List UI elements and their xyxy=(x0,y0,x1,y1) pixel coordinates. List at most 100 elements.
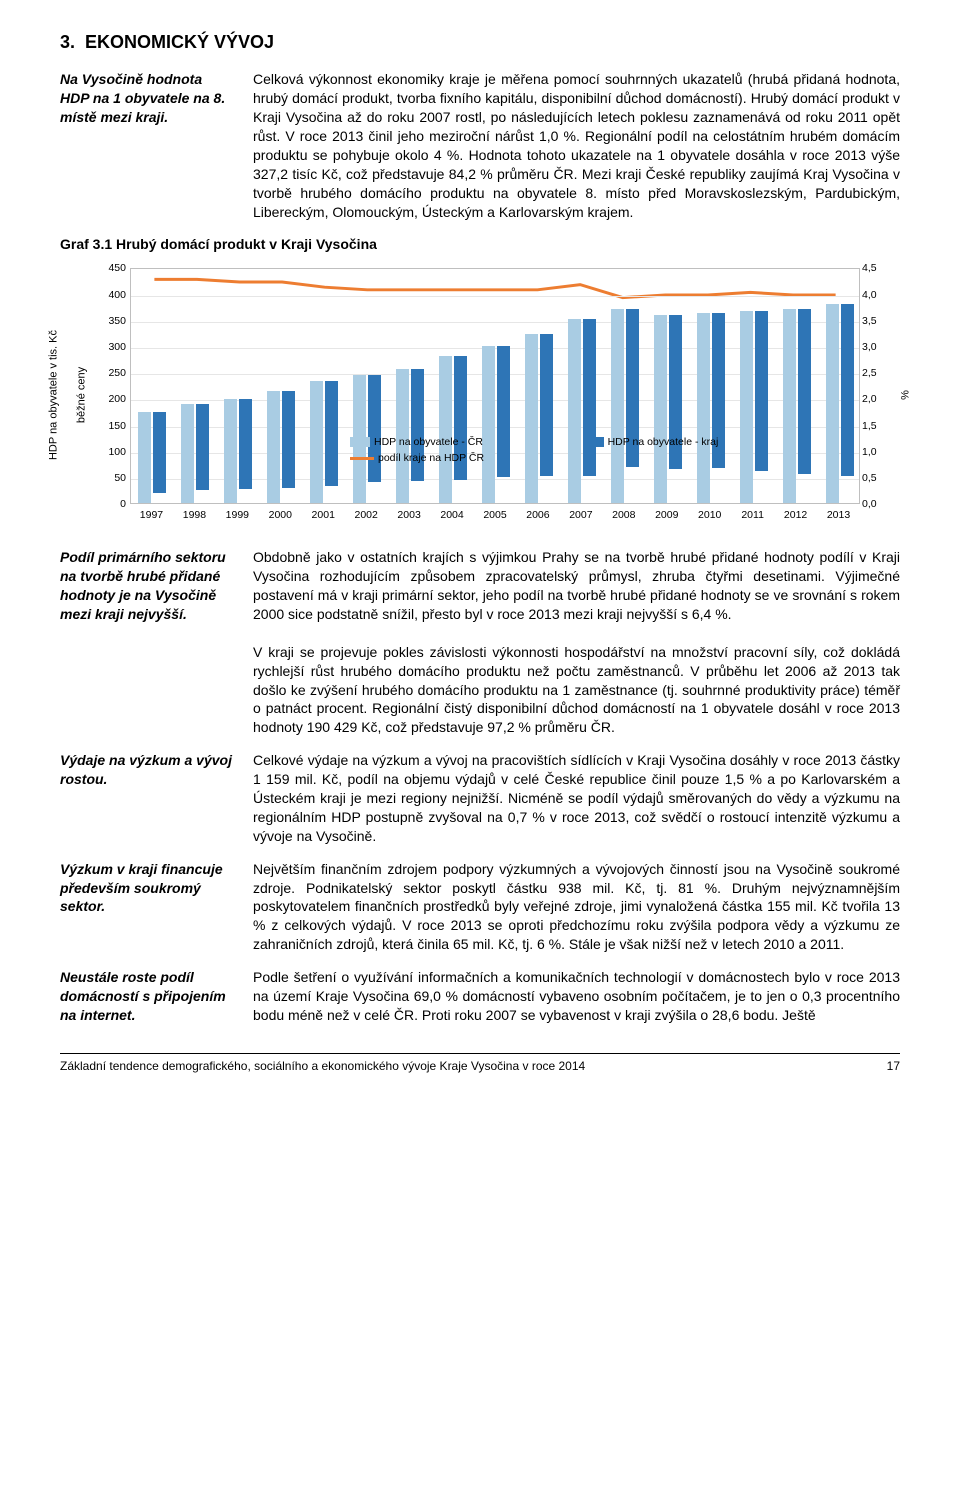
bar-group xyxy=(568,319,596,504)
y-tick-right: 1,5 xyxy=(862,419,886,433)
legend-swatch xyxy=(584,437,604,447)
footer-text: Základní tendence demografického, sociál… xyxy=(60,1058,585,1074)
y-tick-left: 300 xyxy=(100,340,126,354)
x-tick: 2005 xyxy=(483,508,506,522)
page-footer: Základní tendence demografického, sociál… xyxy=(60,1053,900,1074)
y-tick-right: 1,0 xyxy=(862,445,886,459)
y-tick-left: 450 xyxy=(100,261,126,275)
x-tick: 2000 xyxy=(269,508,292,522)
y-tick-left: 150 xyxy=(100,419,126,433)
y-axis-left-label-2: běžné ceny xyxy=(75,367,90,423)
bar-group xyxy=(783,309,811,503)
y-tick-left: 0 xyxy=(100,497,126,511)
bar xyxy=(740,311,753,503)
x-tick: 2001 xyxy=(312,508,335,522)
bar xyxy=(267,391,280,504)
page-number: 17 xyxy=(887,1058,900,1074)
bar xyxy=(525,334,538,503)
bar xyxy=(841,304,854,475)
x-tick: 2011 xyxy=(741,508,764,522)
bar-group xyxy=(224,399,252,503)
bar xyxy=(497,346,510,477)
y-tick-left: 100 xyxy=(100,445,126,459)
y-tick-left: 50 xyxy=(100,471,126,485)
y-tick-left: 250 xyxy=(100,366,126,380)
bar xyxy=(181,404,194,504)
bar xyxy=(583,319,596,476)
y-axis-left-label: HDP na obyvatele v tis. Kč xyxy=(47,330,62,460)
side-note-5: Neustále roste podíl domácností s připoj… xyxy=(60,968,235,1025)
bar xyxy=(138,412,151,504)
y-tick-left: 400 xyxy=(100,287,126,301)
side-note-2: Podíl primárního sektoru na tvorbě hrubé… xyxy=(60,548,235,737)
bar xyxy=(611,309,624,503)
block-5: Neustále roste podíl domácností s připoj… xyxy=(60,968,900,1025)
body-text-5: Podle šetření o využívání informačních a… xyxy=(253,968,900,1025)
x-tick: 2010 xyxy=(698,508,721,522)
bar xyxy=(798,309,811,474)
block-1: Na Vysočině hodnota HDP na 1 obyvatele n… xyxy=(60,70,900,221)
bar-group xyxy=(525,334,553,503)
x-tick: 1999 xyxy=(226,508,249,522)
bar-group xyxy=(826,304,854,503)
y-tick-right: 4,5 xyxy=(862,261,886,275)
bar-group xyxy=(482,346,510,503)
side-note-4: Výzkum v kraji financuje především soukr… xyxy=(60,860,235,954)
bar-group xyxy=(267,391,295,504)
side-note-1: Na Vysočině hodnota HDP na 1 obyvatele n… xyxy=(60,70,235,221)
y-tick-right: 3,0 xyxy=(862,340,886,354)
x-tick: 1998 xyxy=(183,508,206,522)
legend-label: podíl kraje na HDP ČR xyxy=(378,451,484,465)
body-text-1: Celková výkonnost ekonomiky kraje je měř… xyxy=(253,70,900,221)
y-tick-right: 2,5 xyxy=(862,366,886,380)
bar xyxy=(783,309,796,503)
body-text-4: Největším finančním zdrojem podpory výzk… xyxy=(253,860,900,954)
bar-group xyxy=(310,381,338,503)
bar-group xyxy=(138,412,166,504)
gdp-chart: HDP na obyvatele v tis. Kč běžné ceny % … xyxy=(60,260,900,530)
bar-group xyxy=(697,313,725,503)
body-text-2: Obdobně jako v ostatních krajích s výjim… xyxy=(253,548,900,737)
x-tick: 1997 xyxy=(140,508,163,522)
bar xyxy=(310,381,323,503)
chart-title: Graf 3.1 Hrubý domácí produkt v Kraji Vy… xyxy=(60,235,900,254)
y-tick-right: 3,5 xyxy=(862,314,886,328)
y-tick-left: 200 xyxy=(100,392,126,406)
legend-label: HDP na obyvatele - ČR xyxy=(374,435,483,449)
legend-bar-cr: HDP na obyvatele - ČR xyxy=(350,435,483,449)
bar-group xyxy=(654,315,682,504)
x-tick: 2003 xyxy=(397,508,420,522)
bar xyxy=(224,399,237,503)
bar-group xyxy=(611,309,639,503)
y-tick-right: 0,5 xyxy=(862,471,886,485)
block-4: Výzkum v kraji financuje především soukr… xyxy=(60,860,900,954)
bar xyxy=(482,346,495,503)
y-axis-right-label: % xyxy=(899,390,914,400)
section-title: 3. EKONOMICKÝ VÝVOJ xyxy=(60,30,900,54)
x-tick: 2002 xyxy=(354,508,377,522)
bar xyxy=(755,311,768,471)
section-heading: EKONOMICKÝ VÝVOJ xyxy=(85,32,274,52)
bar-group xyxy=(439,356,467,503)
y-tick-left: 350 xyxy=(100,314,126,328)
legend-bar-kraj: HDP na obyvatele - kraj xyxy=(584,435,719,449)
block-3: Výdaje na výzkum a vývoj rostou. Celkové… xyxy=(60,751,900,845)
legend-swatch xyxy=(350,457,374,460)
bar xyxy=(325,381,338,486)
y-tick-right: 4,0 xyxy=(862,287,886,301)
legend-swatch xyxy=(350,437,370,447)
bar xyxy=(282,391,295,488)
bar xyxy=(826,304,839,503)
legend-line: podíl kraje na HDP ČR xyxy=(350,451,484,465)
bar xyxy=(697,313,710,503)
bar xyxy=(368,375,381,483)
plot-area: HDP na obyvatele - ČR HDP na obyvatele - … xyxy=(130,268,860,504)
bar xyxy=(153,412,166,493)
x-tick: 2012 xyxy=(784,508,807,522)
x-tick: 2009 xyxy=(655,508,678,522)
body-text-2b: V kraji se projevuje pokles závislosti v… xyxy=(253,644,900,736)
bar xyxy=(568,319,581,504)
bar xyxy=(540,334,553,476)
x-tick: 2007 xyxy=(569,508,592,522)
legend-label: HDP na obyvatele - kraj xyxy=(608,435,719,449)
